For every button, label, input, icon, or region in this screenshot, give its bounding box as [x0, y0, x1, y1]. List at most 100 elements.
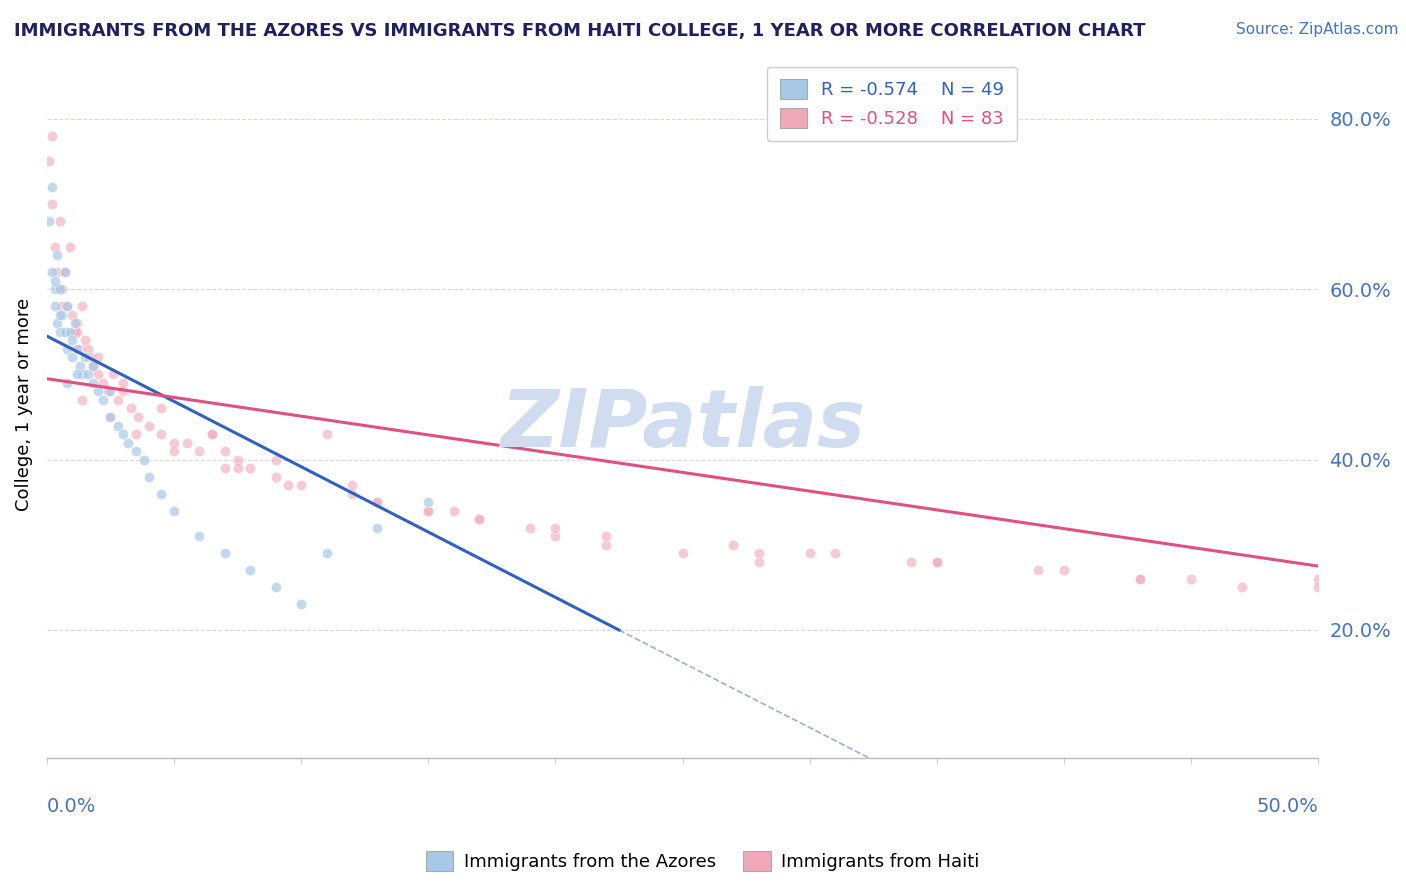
Point — [418, 495, 440, 509]
Point — [264, 581, 287, 595]
Point — [138, 418, 160, 433]
Point — [66, 316, 89, 330]
Point — [72, 392, 94, 407]
Point — [595, 538, 617, 552]
Point — [1053, 563, 1076, 577]
Point — [366, 495, 388, 509]
Point — [46, 316, 69, 330]
Point — [519, 521, 541, 535]
Point — [163, 444, 186, 458]
Point — [112, 376, 135, 390]
Point — [60, 334, 83, 348]
Point — [1129, 572, 1152, 586]
Point — [201, 427, 224, 442]
Point — [1180, 572, 1202, 586]
Point — [82, 376, 104, 390]
Point — [1230, 581, 1253, 595]
Point — [73, 351, 96, 365]
Point — [41, 197, 63, 211]
Point — [239, 461, 262, 475]
Point — [125, 427, 148, 442]
Point — [176, 435, 198, 450]
Point — [468, 512, 491, 526]
Point — [66, 368, 89, 382]
Point — [56, 342, 79, 356]
Point — [87, 384, 110, 399]
Point — [66, 325, 89, 339]
Point — [60, 308, 83, 322]
Text: IMMIGRANTS FROM THE AZORES VS IMMIGRANTS FROM HAITI COLLEGE, 1 YEAR OR MORE CORR: IMMIGRANTS FROM THE AZORES VS IMMIGRANTS… — [14, 22, 1146, 40]
Point — [51, 299, 73, 313]
Legend: Immigrants from the Azores, Immigrants from Haiti: Immigrants from the Azores, Immigrants f… — [419, 844, 987, 879]
Point — [48, 214, 70, 228]
Point — [290, 478, 312, 492]
Point — [38, 154, 60, 169]
Point — [264, 452, 287, 467]
Point — [56, 376, 79, 390]
Point — [544, 529, 567, 543]
Point — [59, 325, 82, 339]
Point — [44, 239, 66, 253]
Point — [188, 529, 211, 543]
Point — [125, 444, 148, 458]
Point — [418, 504, 440, 518]
Point — [443, 504, 465, 518]
Point — [214, 546, 236, 560]
Point — [48, 308, 70, 322]
Point — [53, 325, 76, 339]
Point — [100, 410, 122, 425]
Point — [340, 478, 363, 492]
Text: Source: ZipAtlas.com: Source: ZipAtlas.com — [1236, 22, 1399, 37]
Point — [72, 299, 94, 313]
Point — [107, 418, 129, 433]
Point — [226, 461, 249, 475]
Point — [76, 342, 98, 356]
Point — [100, 410, 122, 425]
Point — [925, 555, 948, 569]
Point — [53, 265, 76, 279]
Point — [150, 401, 173, 416]
Point — [163, 504, 186, 518]
Point — [44, 282, 66, 296]
Point — [150, 486, 173, 500]
Point — [132, 452, 155, 467]
Point — [226, 452, 249, 467]
Point — [51, 308, 73, 322]
Point — [91, 392, 114, 407]
Point — [315, 427, 337, 442]
Point — [188, 444, 211, 458]
Point — [69, 359, 91, 373]
Point — [87, 351, 110, 365]
Point — [163, 435, 186, 450]
Point — [53, 265, 76, 279]
Point — [73, 334, 96, 348]
Point — [340, 486, 363, 500]
Point — [544, 521, 567, 535]
Point — [51, 282, 73, 296]
Point — [56, 299, 79, 313]
Point — [44, 274, 66, 288]
Point — [824, 546, 846, 560]
Point — [48, 282, 70, 296]
Point — [748, 555, 770, 569]
Point — [63, 316, 86, 330]
Point — [799, 546, 821, 560]
Point — [46, 265, 69, 279]
Point — [264, 469, 287, 483]
Text: ZIPatlas: ZIPatlas — [501, 386, 865, 465]
Point — [239, 563, 262, 577]
Point — [127, 410, 149, 425]
Point — [82, 359, 104, 373]
Legend: R = -0.574    N = 49, R = -0.528    N = 83: R = -0.574 N = 49, R = -0.528 N = 83 — [766, 67, 1017, 141]
Point — [214, 461, 236, 475]
Point — [63, 325, 86, 339]
Point — [91, 376, 114, 390]
Point — [418, 504, 440, 518]
Point — [72, 368, 94, 382]
Point — [138, 469, 160, 483]
Point — [38, 214, 60, 228]
Text: 0.0%: 0.0% — [46, 797, 96, 815]
Point — [56, 299, 79, 313]
Point — [900, 555, 922, 569]
Point — [82, 359, 104, 373]
